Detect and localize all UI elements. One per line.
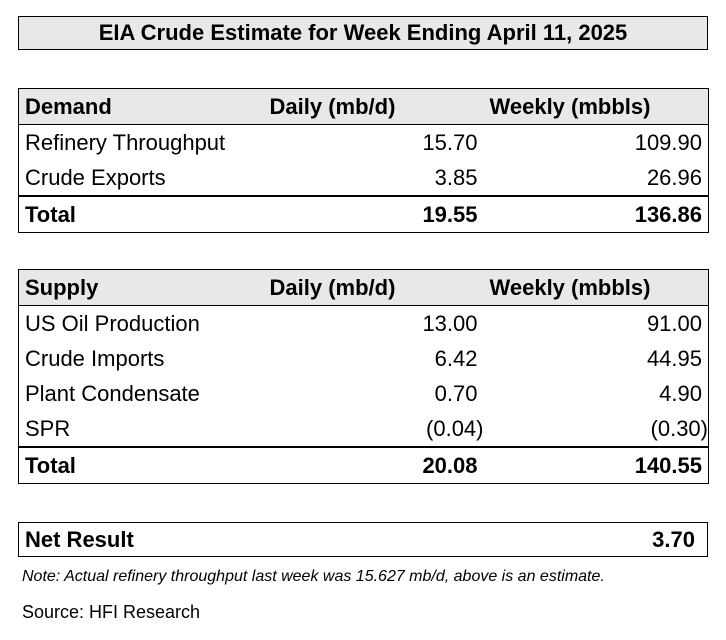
net-result-value: 3.70 bbox=[652, 526, 695, 552]
supply-total-row: Total 20.08 140.55 bbox=[18, 447, 709, 484]
row-label: Refinery Throughput bbox=[25, 130, 226, 155]
net-result-label: Net Result bbox=[25, 526, 134, 552]
supply-header-row: Supply Daily (mb/d) Weekly (mbbls) bbox=[18, 269, 709, 306]
row-weekly-value: 4.90 bbox=[659, 381, 702, 406]
footnote: Note: Actual refinery throughput last we… bbox=[22, 568, 605, 585]
supply-header-label: Supply bbox=[25, 275, 99, 300]
table-row: SPR (0.04) (0.30) bbox=[19, 411, 709, 447]
table-row: Plant Condensate 0.70 4.90 bbox=[19, 376, 709, 411]
row-weekly-value: 91.00 bbox=[646, 311, 702, 336]
row-label: Crude Exports bbox=[25, 165, 166, 190]
total-weekly-value: 136.86 bbox=[634, 202, 702, 227]
source-line: Source: HFI Research bbox=[22, 602, 201, 622]
row-label: US Oil Production bbox=[25, 311, 200, 336]
row-label: Plant Condensate bbox=[25, 381, 200, 406]
net-result-box: Net Result 3.70 bbox=[18, 522, 708, 557]
demand-header-label: Demand bbox=[25, 94, 112, 119]
row-daily-value: 3.85 bbox=[434, 165, 478, 190]
table-row: Crude Imports 6.42 44.95 bbox=[19, 341, 709, 376]
supply-header-daily: Daily (mb/d) bbox=[269, 275, 396, 300]
row-daily-value: 0.70 bbox=[434, 381, 478, 406]
demand-table: Demand Daily (mb/d) Weekly (mbbls) Refin… bbox=[18, 88, 709, 233]
demand-header-weekly: Weekly (mbbls) bbox=[489, 94, 651, 119]
supply-header-weekly: Weekly (mbbls) bbox=[489, 275, 651, 300]
demand-header-daily: Daily (mb/d) bbox=[269, 94, 396, 119]
row-label: SPR bbox=[25, 416, 71, 441]
row-daily-value: 15.70 bbox=[422, 130, 478, 155]
row-weekly-value: 44.95 bbox=[646, 346, 702, 371]
demand-header-row: Demand Daily (mb/d) Weekly (mbbls) bbox=[18, 88, 709, 125]
row-daily-value: 6.42 bbox=[434, 346, 478, 371]
table-row: US Oil Production 13.00 91.00 bbox=[19, 306, 709, 342]
table-row: Refinery Throughput 15.70 109.90 bbox=[19, 125, 709, 161]
demand-total-row: Total 19.55 136.86 bbox=[18, 196, 709, 233]
total-label: Total bbox=[25, 202, 76, 227]
supply-table: Supply Daily (mb/d) Weekly (mbbls) US Oi… bbox=[18, 269, 709, 484]
row-weekly-value: 26.96 bbox=[646, 165, 702, 190]
table-row: Crude Exports 3.85 26.96 bbox=[19, 160, 709, 196]
row-weekly-value: (0.30) bbox=[650, 416, 708, 441]
row-weekly-value: 109.90 bbox=[634, 130, 702, 155]
row-label: Crude Imports bbox=[25, 346, 165, 371]
total-daily-value: 20.08 bbox=[422, 453, 478, 478]
row-daily-value: (0.04) bbox=[426, 416, 484, 441]
report-title-text: EIA Crude Estimate for Week Ending April… bbox=[98, 20, 628, 45]
total-label: Total bbox=[25, 453, 76, 478]
total-daily-value: 19.55 bbox=[422, 202, 478, 227]
report-title: EIA Crude Estimate for Week Ending April… bbox=[18, 16, 708, 50]
total-weekly-value: 140.55 bbox=[634, 453, 702, 478]
row-daily-value: 13.00 bbox=[422, 311, 478, 336]
